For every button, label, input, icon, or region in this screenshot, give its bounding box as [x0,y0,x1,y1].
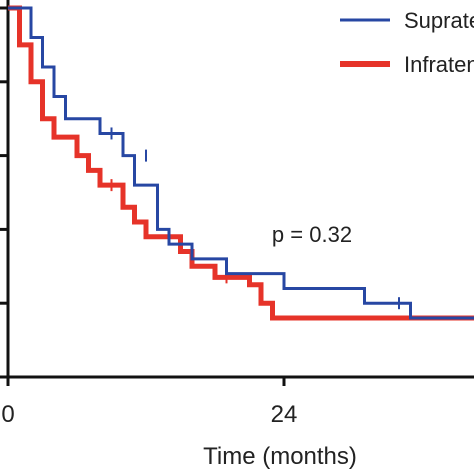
x-tick-label-0: 0 [1,401,14,428]
legend-label-1: Infraten [404,52,474,77]
x-axis-label: Time (months) [203,443,357,470]
series-line-0 [8,6,474,320]
legend: Suprate Infraten [340,8,474,77]
series-line-1 [8,5,474,321]
series-layer [8,5,474,321]
chart-axes: 0244872 [0,0,474,428]
p-value-annotation: p = 0.32 [272,222,352,247]
x-tick-label-1: 24 [271,401,298,428]
legend-label-0: Suprate [404,8,474,33]
